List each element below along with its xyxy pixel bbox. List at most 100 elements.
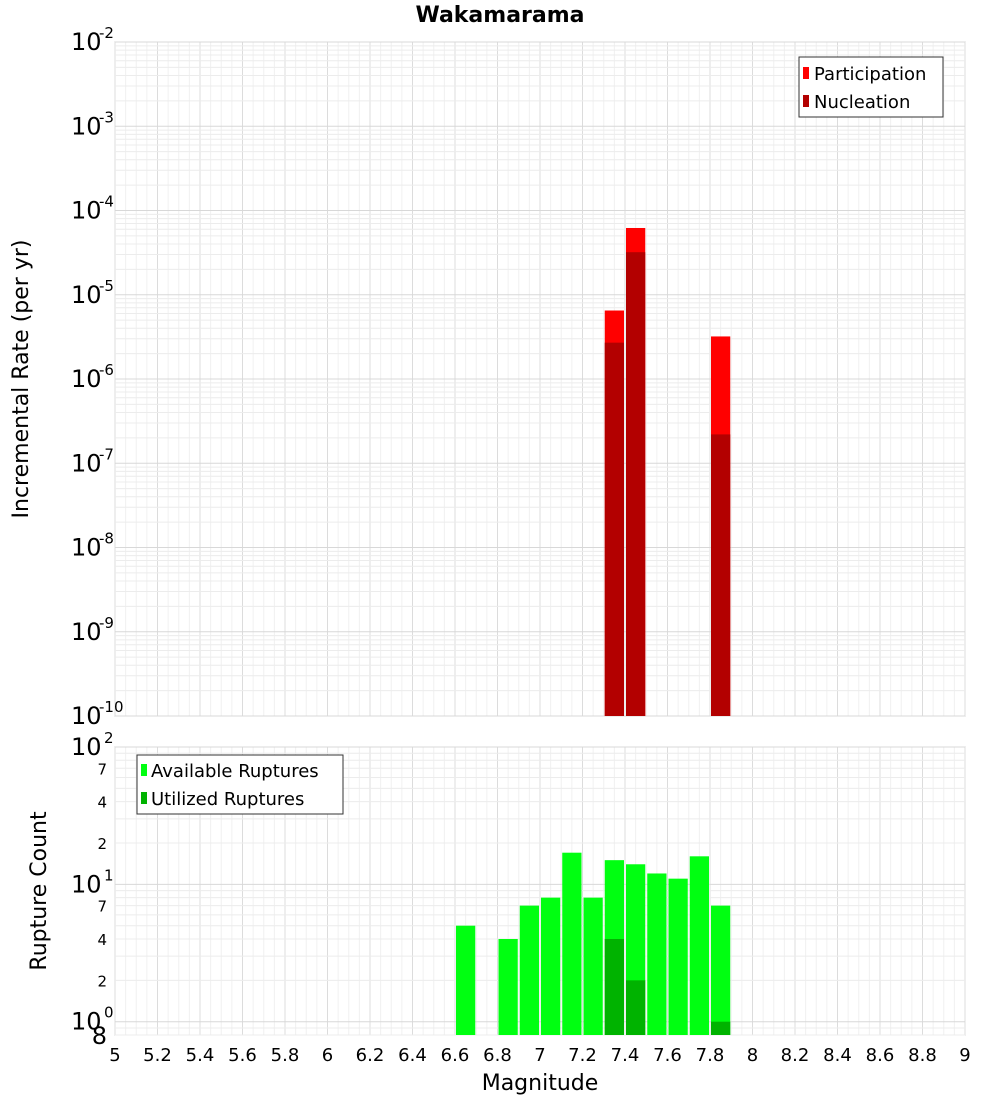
bottom-bar-utilized-ruptures [711, 1021, 731, 1035]
top-y-tick-exponent: -8 [99, 530, 114, 548]
top-y-tick-base: 10 [71, 618, 102, 646]
top-y-tick-base: 10 [71, 28, 102, 56]
top-y-tick-base: 10 [71, 534, 102, 562]
top-y-axis-label: Incremental Rate (per yr) [9, 240, 34, 519]
x-tick-label: 6.4 [398, 1045, 427, 1066]
top-y-tick-base: 10 [71, 281, 102, 309]
chart-title: Wakamarama [415, 3, 584, 28]
top-y-tick-exponent: -9 [99, 614, 114, 632]
x-tick-label: 9 [959, 1045, 970, 1066]
bottom-bars [456, 852, 731, 1035]
top-y-tick-base: 10 [71, 449, 102, 477]
x-tick-label: 6.8 [483, 1045, 512, 1066]
top-y-tick: 10-4 [71, 193, 114, 225]
x-tick-label: 8 [747, 1045, 758, 1066]
bottom-bar-utilized-ruptures [626, 980, 646, 1035]
bottom-bar-available-ruptures [541, 897, 561, 1035]
top-y-tick-exponent: -5 [99, 277, 114, 295]
x-tick-label: 8.4 [823, 1045, 852, 1066]
bottom-y-minor-tick: 8 [92, 1022, 107, 1050]
bottom-bar-available-ruptures [583, 897, 603, 1035]
top-y-tick: 10-2 [71, 24, 114, 56]
legend-swatch-nucleation [803, 95, 809, 107]
x-tick-label: 8.2 [781, 1045, 810, 1066]
top-y-tick-base: 10 [71, 365, 102, 393]
bottom-bar-utilized-ruptures [604, 939, 624, 1035]
legend-label-available: Available Ruptures [151, 761, 319, 782]
bottom-y-minor-tick: 7 [97, 898, 107, 916]
bottom-y-tick-exponent: 1 [104, 866, 114, 884]
bottom-y-minor-tick: 4 [97, 931, 107, 949]
x-tick-label: 7.2 [568, 1045, 597, 1066]
x-tick-label: 7.6 [653, 1045, 682, 1066]
top-y-tick-base: 10 [71, 112, 102, 140]
legend-swatch-utilized [141, 792, 147, 804]
x-tick-label: 5.6 [228, 1045, 257, 1066]
bottom-y-tick: 10 1 [71, 866, 114, 898]
bottom-y-minor-tick: 4 [97, 794, 107, 812]
x-tick-label: 6.2 [356, 1045, 385, 1066]
bottom-bar-available-ruptures [519, 905, 539, 1035]
top-y-tick: 10-10 [71, 698, 124, 730]
bottom-bar-available-ruptures [689, 856, 709, 1035]
legend-label-utilized: Utilized Ruptures [151, 789, 304, 810]
legend-label-nucleation: Nucleation [814, 92, 910, 113]
bottom-y-minor-tick: 2 [97, 972, 107, 990]
bottom-bar-available-ruptures [668, 878, 688, 1035]
top-y-tick-exponent: -2 [99, 24, 114, 42]
bottom-y-tick-exponent: 0 [104, 1004, 114, 1022]
bottom-legend-box [136, 754, 344, 815]
top-bars [604, 227, 731, 717]
bottom-legend: Available Ruptures Utilized Ruptures [136, 754, 344, 815]
top-y-tick-base: 10 [71, 702, 102, 730]
top-y-tick-exponent: -6 [99, 361, 114, 379]
bottom-bar-available-ruptures [456, 925, 476, 1035]
legend-swatch-participation [803, 67, 809, 79]
bottom-y-tick-base: 10 [71, 1008, 102, 1036]
x-tick-label: 7.4 [611, 1045, 640, 1066]
top-bar-nucleation [711, 434, 731, 716]
top-grid [114, 41, 966, 717]
x-tick-label: 7.8 [696, 1045, 725, 1066]
top-y-tick: 10-3 [71, 108, 114, 140]
top-y-tick: 10-9 [71, 614, 114, 646]
bottom-y-tick-base: 10 [71, 733, 102, 761]
x-tick-label: 5.8 [271, 1045, 300, 1066]
legend-label-participation: Participation [814, 64, 926, 85]
bottom-y-axis-label: Rupture Count [27, 811, 52, 971]
bottom-y-tick: 10 0 [71, 1004, 114, 1036]
top-bar-nucleation [626, 252, 646, 717]
x-tick-label: 6.6 [441, 1045, 470, 1066]
top-bar-nucleation [604, 342, 624, 716]
bottom-y-tick-exponent: 2 [104, 729, 114, 747]
bottom-bar-available-ruptures [711, 905, 731, 1035]
legend-swatch-available [141, 764, 147, 776]
bottom-y-minor-tick: 2 [97, 835, 107, 853]
top-y-tick: 10-7 [71, 445, 114, 477]
x-tick-label: 5.2 [143, 1045, 172, 1066]
x-ticks: 5 5.2 5.4 5.6 5.8 6 6.2 6.4 6.6 6.8 7 7.2 7.4 7.6 7.8 8… [109, 1045, 970, 1066]
top-y-tick-exponent: -4 [99, 193, 114, 211]
bottom-bar-available-ruptures [498, 939, 518, 1035]
top-y-tick-exponent: -3 [99, 108, 114, 126]
x-tick-label: 7 [534, 1045, 545, 1066]
bottom-bar-available-ruptures [647, 873, 667, 1035]
top-y-tick-base: 10 [71, 197, 102, 225]
bottom-y-tick-base: 10 [71, 870, 102, 898]
x-tick-label: 8.6 [866, 1045, 895, 1066]
x-tick-label: 5.4 [186, 1045, 215, 1066]
top-y-tick-exponent: -7 [99, 445, 114, 463]
bottom-y-minor-tick: 7 [97, 760, 107, 778]
x-tick-label: 8.8 [908, 1045, 937, 1066]
top-y-tick-exponent: -10 [99, 698, 124, 716]
top-y-tick: 10-6 [71, 361, 114, 393]
bottom-bar-available-ruptures [562, 852, 582, 1035]
top-legend: Participation Nucleation [798, 56, 944, 118]
top-y-tick: 10-5 [71, 277, 114, 309]
x-axis-label: Magnitude [482, 1071, 599, 1096]
